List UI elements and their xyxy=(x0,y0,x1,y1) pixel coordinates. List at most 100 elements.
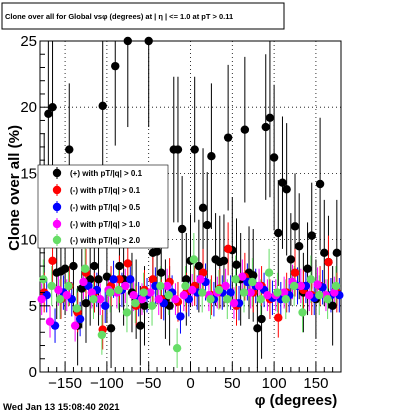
data-point xyxy=(106,288,115,297)
data-point xyxy=(109,275,118,284)
data-point xyxy=(115,275,124,284)
x-tick-label: −50 xyxy=(136,375,161,392)
data-point xyxy=(206,294,215,304)
y-tick-label: 20 xyxy=(20,99,37,116)
legend-label: (-) with pT/|q| > 0.1 xyxy=(70,186,141,195)
data-point xyxy=(72,304,81,313)
data-point xyxy=(290,268,300,277)
data-point xyxy=(332,248,342,258)
data-point xyxy=(331,281,341,291)
data-point xyxy=(290,222,300,231)
data-point xyxy=(45,317,55,326)
data-point xyxy=(198,288,207,297)
data-point xyxy=(203,220,212,230)
y-tick-label: 0 xyxy=(29,364,37,381)
data-point xyxy=(330,288,339,297)
data-point xyxy=(223,133,233,142)
data-point xyxy=(289,281,299,291)
data-point xyxy=(181,281,190,291)
data-point xyxy=(148,275,158,284)
data-markers xyxy=(37,36,344,353)
y-tick-label: 25 xyxy=(20,33,37,50)
data-point xyxy=(85,275,95,284)
data-point xyxy=(298,308,307,317)
data-point xyxy=(219,256,229,265)
data-point xyxy=(101,301,110,310)
data-point xyxy=(156,281,165,291)
data-point xyxy=(80,264,90,273)
data-point xyxy=(147,301,157,310)
axes: −150 −100 −50 0 50 100 150 0 5 10 15 20 25 xyxy=(20,33,342,392)
data-point xyxy=(306,275,316,284)
data-point xyxy=(54,285,63,295)
legend: (+) with pT/|q| > 0.1 (-) with pT/|q| > 0… xyxy=(37,164,169,249)
data-point xyxy=(96,294,105,304)
data-point xyxy=(121,281,130,291)
legend-marker xyxy=(52,202,62,212)
data-point xyxy=(64,281,73,291)
x-tick-label: −100 xyxy=(90,375,124,392)
data-point xyxy=(190,145,199,154)
data-point xyxy=(232,260,241,269)
data-point xyxy=(55,294,65,304)
data-point xyxy=(182,275,191,284)
data-point xyxy=(81,298,91,308)
data-point xyxy=(126,275,135,284)
x-axis-title: φ (degrees) xyxy=(255,392,337,409)
data-point xyxy=(274,313,283,322)
data-point xyxy=(136,321,145,330)
data-point xyxy=(94,275,103,284)
data-point xyxy=(194,261,204,271)
data-point xyxy=(296,281,306,291)
x-tick-label: 100 xyxy=(262,375,287,392)
data-point xyxy=(140,301,149,310)
data-point xyxy=(131,298,140,308)
legend-marker xyxy=(52,219,62,229)
timestamp: Wed Jan 13 15:08:40 2021 xyxy=(3,402,120,413)
data-point xyxy=(70,321,80,330)
legend-label: (+) with pT/|q| > 0.1 xyxy=(70,169,143,178)
data-point xyxy=(315,291,324,300)
data-point xyxy=(79,277,88,287)
data-point xyxy=(278,178,287,187)
data-point xyxy=(281,294,291,304)
data-point xyxy=(146,288,155,297)
data-point xyxy=(223,244,233,254)
data-point xyxy=(315,179,325,189)
data-point xyxy=(48,256,57,265)
data-point xyxy=(274,228,283,238)
data-point xyxy=(173,145,183,154)
y-tick-label: 5 xyxy=(29,298,37,315)
data-point xyxy=(87,288,97,297)
data-point xyxy=(37,294,46,304)
x-tick-label: 50 xyxy=(224,375,241,392)
data-point xyxy=(313,280,322,289)
data-point xyxy=(254,281,264,291)
data-point xyxy=(171,294,180,304)
data-point xyxy=(273,288,282,297)
x-tick-label: −150 xyxy=(48,375,82,392)
data-point xyxy=(44,109,53,119)
legend-label: (-) with pT/|q| > 0.5 xyxy=(70,203,141,212)
data-point xyxy=(324,257,333,267)
data-point xyxy=(198,268,208,277)
data-point xyxy=(261,122,270,132)
data-point xyxy=(114,285,123,295)
legend-marker xyxy=(52,235,62,245)
data-point xyxy=(177,224,187,234)
data-point xyxy=(257,314,266,324)
data-point xyxy=(139,288,148,297)
data-point xyxy=(286,255,296,264)
data-point xyxy=(231,275,240,284)
data-point xyxy=(226,288,235,297)
x-tick-label: 150 xyxy=(303,375,328,392)
data-point xyxy=(102,272,112,281)
y-tick-label: 15 xyxy=(20,165,37,182)
data-point xyxy=(179,291,189,300)
chart-title: Clone over all for Global vsφ (degrees) … xyxy=(5,12,233,21)
data-point xyxy=(282,185,291,194)
data-point xyxy=(323,294,332,304)
data-point xyxy=(47,281,56,291)
data-point xyxy=(264,268,274,277)
data-point xyxy=(305,291,314,300)
